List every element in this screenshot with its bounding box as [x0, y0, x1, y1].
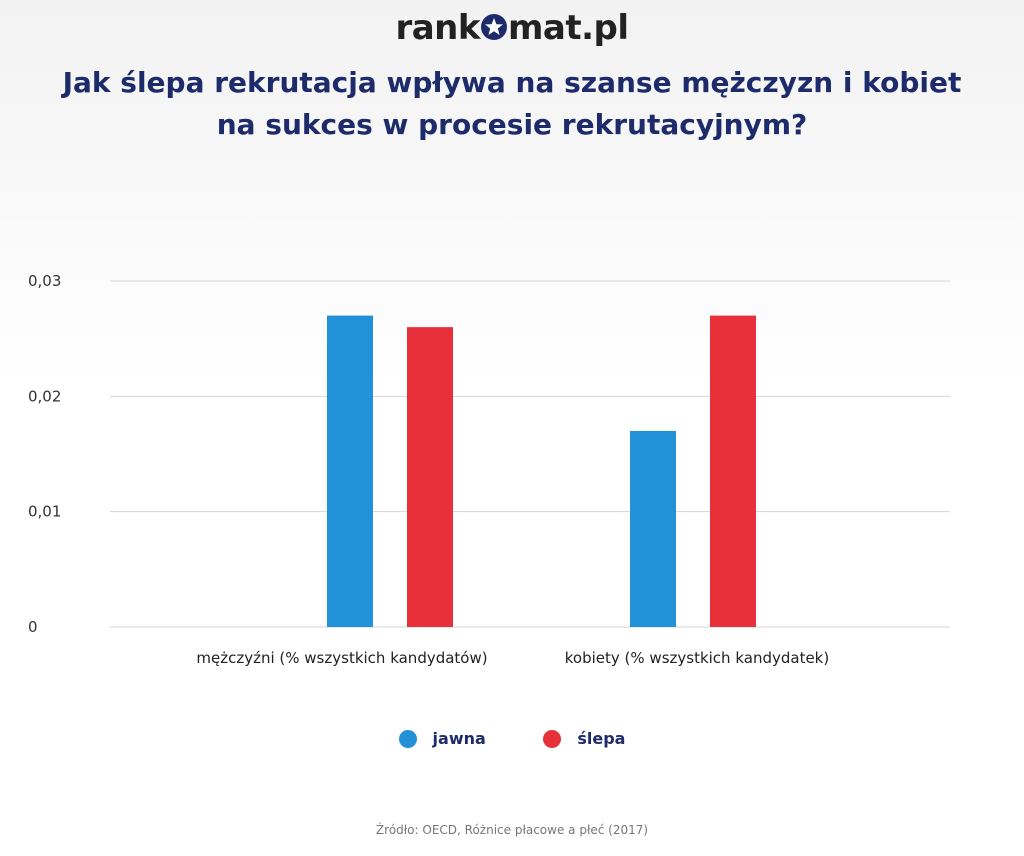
bar-slepa — [710, 315, 756, 627]
legend-item-jawna: jawna — [398, 728, 486, 748]
y-tick-label: 0,03 — [28, 272, 61, 290]
legend: jawna ślepa — [0, 728, 1024, 748]
x-tick-label: mężczyźni (% wszystkich kandydatów) — [196, 649, 487, 667]
bar-slepa — [407, 327, 453, 627]
bar-chart: 0 0,01 0,02 0,03 mężczyźni (% wszystkich kan… — [28, 272, 950, 667]
chart-title: Jak ślepa rekrutacja wpływa na szanse mę… — [0, 62, 1024, 146]
legend-label-slepa: ślepa — [577, 729, 626, 748]
chart-title-line-2: na sukces w procesie rekrutacyjnym? — [216, 108, 808, 141]
y-tick-label: 0 — [28, 618, 38, 636]
bar-jawna — [630, 430, 676, 627]
legend-label-jawna: jawna — [432, 729, 486, 748]
legend-item-slepa: ślepa — [543, 728, 625, 748]
chart-title-line-1: Jak ślepa rekrutacja wpływa na szanse mę… — [62, 66, 962, 99]
x-tick-label: kobiety (% wszystkich kandydatek) — [565, 649, 829, 667]
y-tick-label: 0,01 — [28, 503, 61, 521]
y-tick-label: 0,02 — [28, 387, 61, 405]
logo-text-right: mat.pl — [507, 7, 629, 48]
source-note: Źródło: OECD, Różnice płacowe a płeć (20… — [375, 823, 649, 837]
legend-dot-jawna — [398, 729, 417, 748]
star-icon — [480, 13, 507, 40]
logo: rank mat.pl — [0, 6, 1024, 48]
logo-text-left: rank — [395, 7, 480, 48]
legend-dot-slepa — [543, 729, 562, 748]
bar-jawna — [327, 315, 373, 627]
